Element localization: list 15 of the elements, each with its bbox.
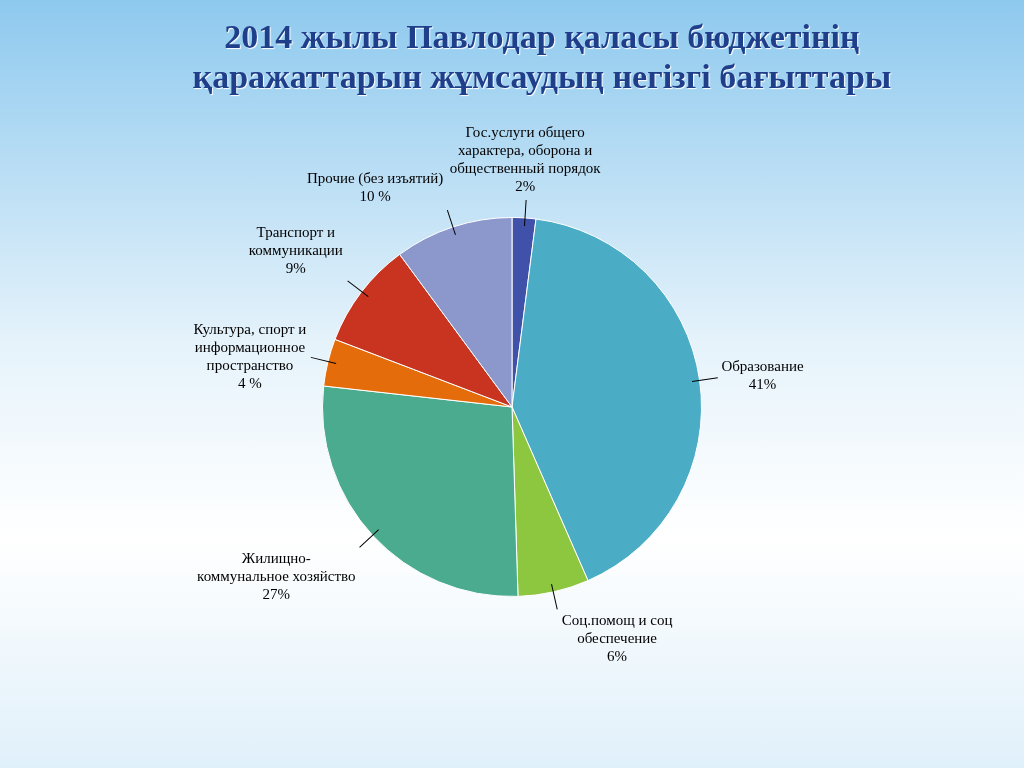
data-label: 6%: [607, 647, 628, 664]
slice-label: Культура, спорт и информационное пространство: [193, 320, 307, 373]
slice-label: Образование: [721, 357, 804, 374]
slice-label: Транспорт и коммуникации: [248, 223, 343, 258]
slice-label: Прочие (без изъятий): [306, 170, 444, 188]
slice-label: Жилищно-коммунальное хозяйство: [197, 550, 356, 585]
data-label: 10 %: [359, 188, 391, 205]
chart-title: 2014 жылы Павлодар қаласы бюджетінің қаражаттарын жұмсаудың негізгі бағыттары: [191, 17, 893, 97]
data-label: 27%: [262, 586, 291, 603]
slice-label: Гос.услуги общего характера, оборона и общественный порядок: [449, 124, 602, 177]
data-label: 9%: [285, 259, 306, 276]
data-label: 41%: [748, 375, 777, 392]
slice-label: Соц.помощ и соц обеспечение: [561, 611, 673, 646]
data-label: 4 %: [238, 374, 262, 391]
data-label: 2%: [515, 178, 536, 195]
